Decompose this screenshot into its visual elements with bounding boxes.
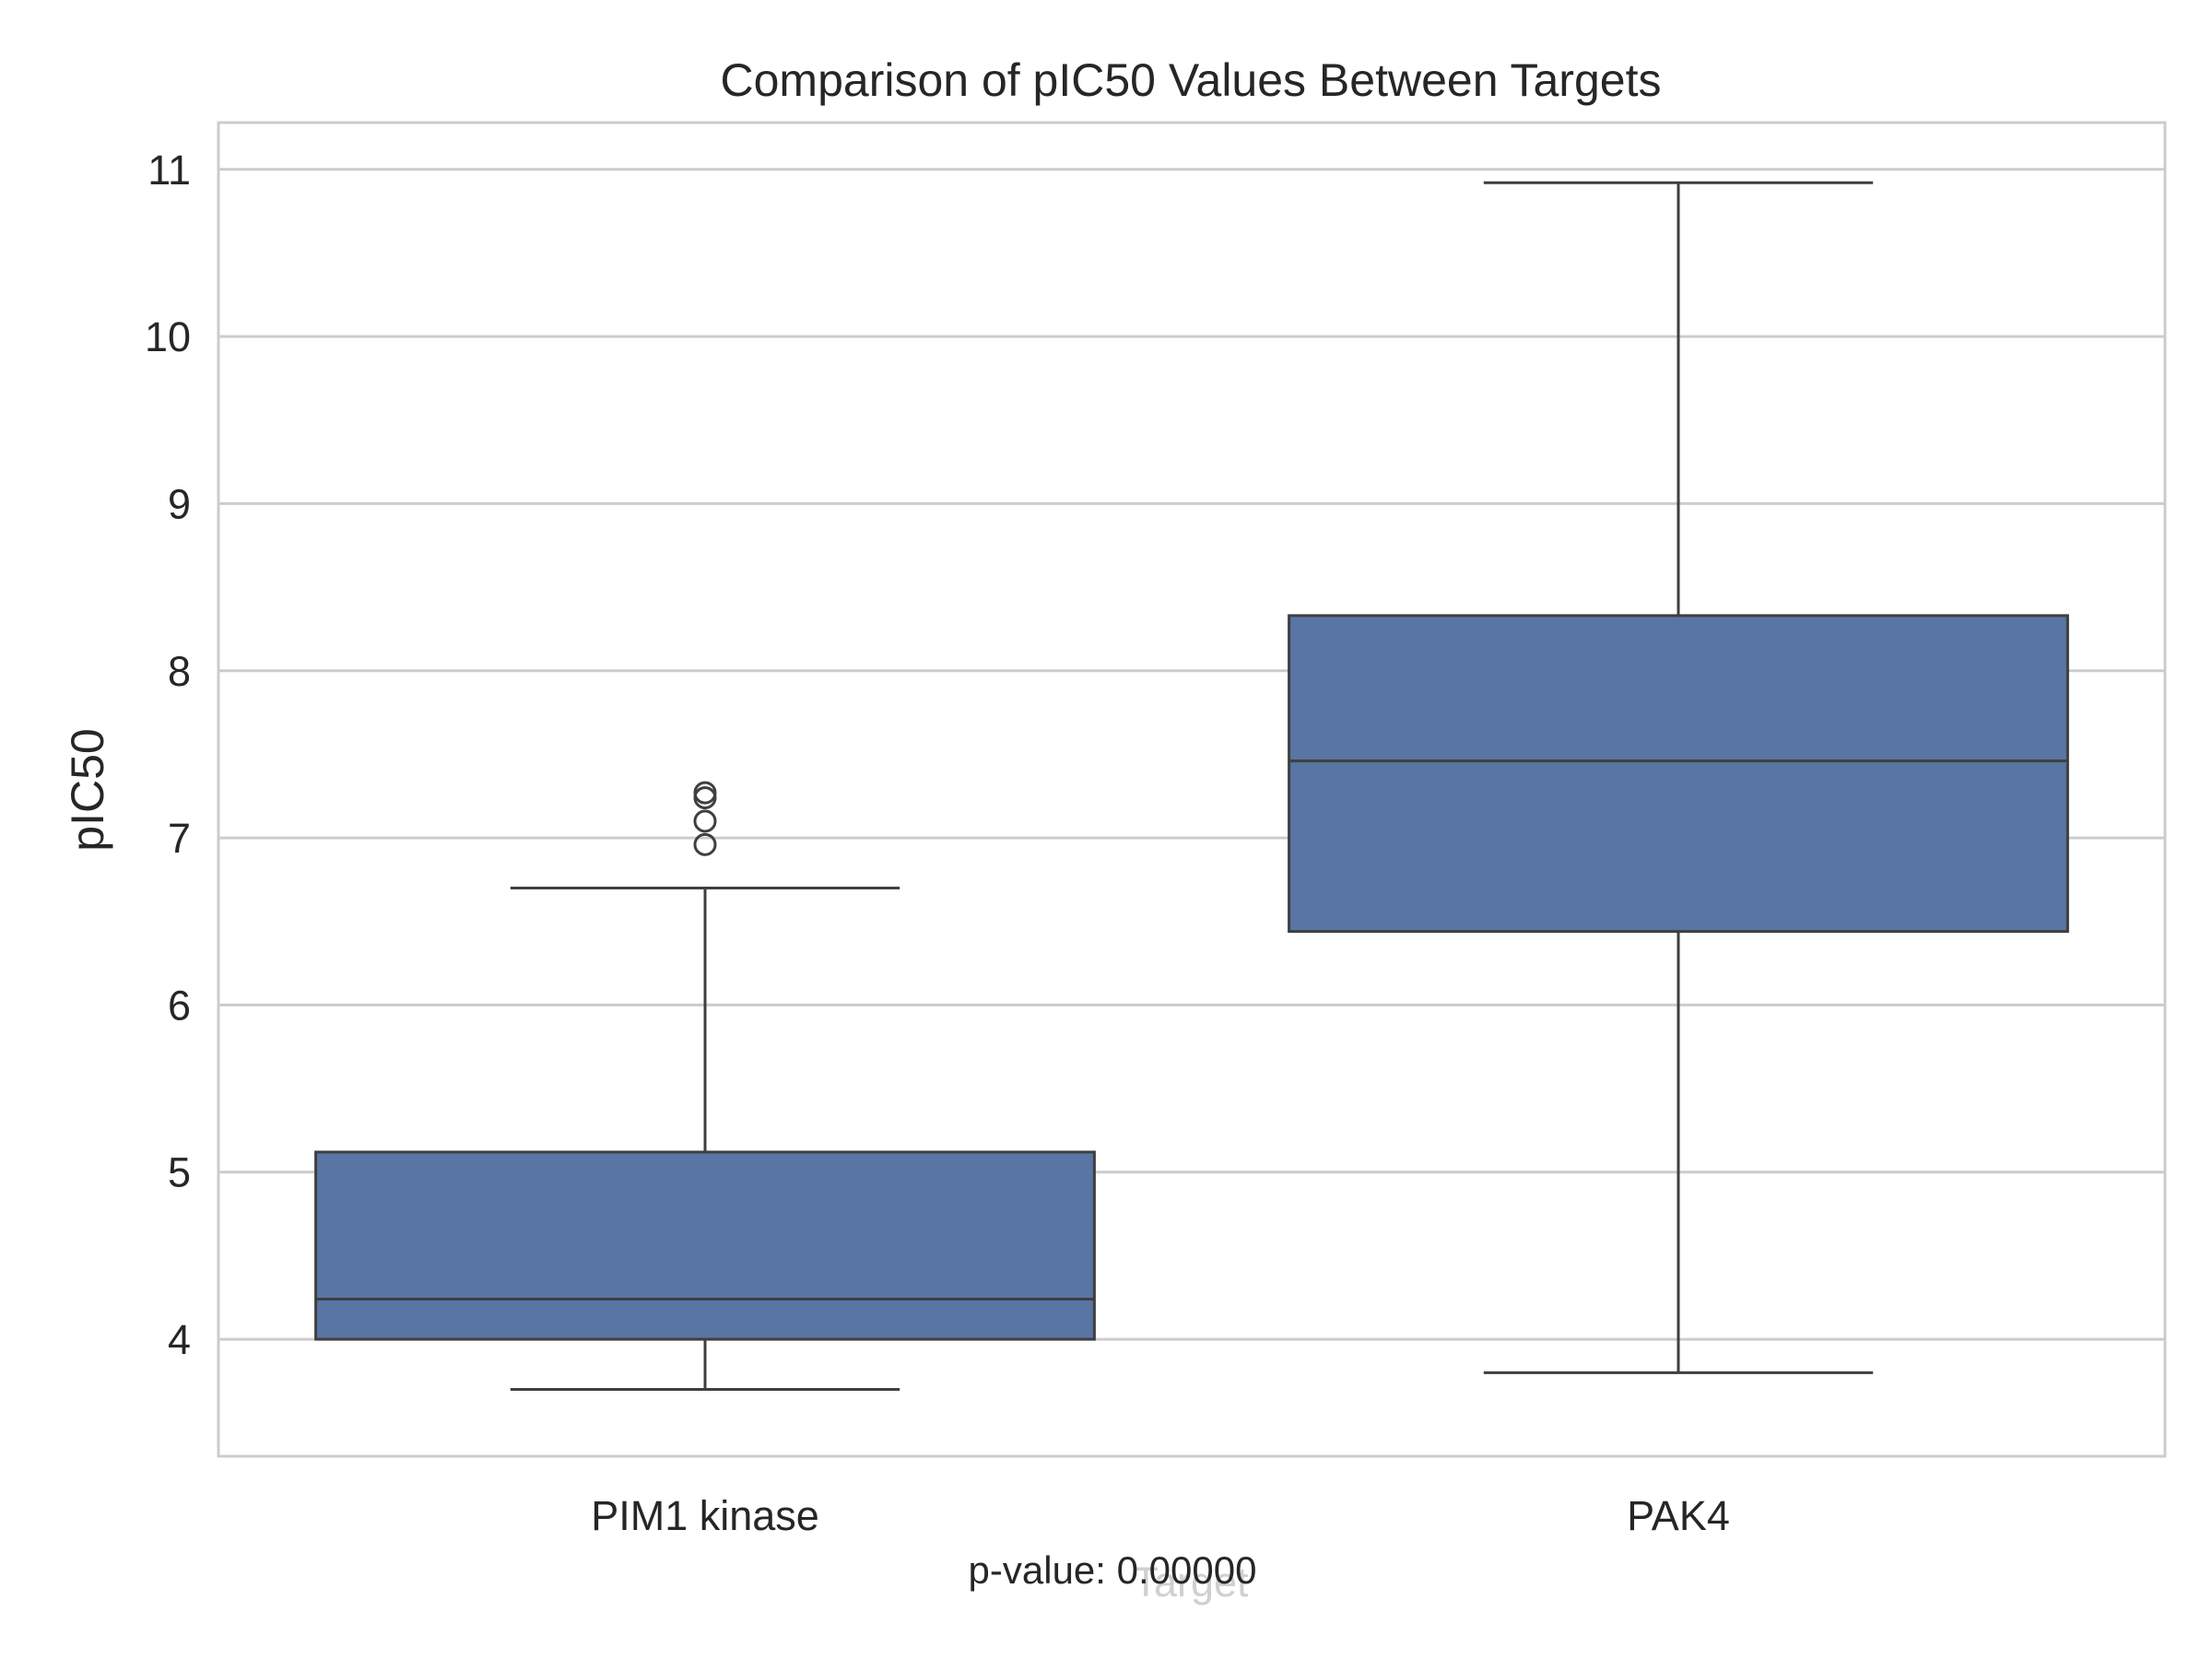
box-group-pim1-kinase	[314, 781, 1096, 1391]
outlier-point	[693, 832, 717, 856]
plot-frame	[217, 121, 2167, 1458]
chart-title: Comparison of pIC50 Values Between Targe…	[721, 54, 1662, 106]
iqr-box	[1288, 614, 2069, 934]
y-tick-label-9: 9	[168, 480, 191, 527]
y-tick-label-4: 4	[168, 1316, 191, 1363]
iqr-box	[314, 1150, 1096, 1341]
y-tick-label-5: 5	[168, 1149, 191, 1196]
box-group-pak4	[1288, 181, 2069, 1374]
x-axis-label: Target	[1133, 1559, 1249, 1606]
y-tick-label-11: 11	[147, 147, 191, 194]
y-axis-label: pIC50	[62, 728, 113, 851]
box-series	[314, 181, 2069, 1391]
outlier-point	[693, 809, 717, 833]
y-tick-label-8: 8	[168, 648, 191, 695]
y-tick-label-7: 7	[168, 815, 191, 862]
p-value-annotation: p-value: 0.00000	[969, 1548, 1257, 1592]
x-tick-label-pim1-kinase: PIM1 kinase	[591, 1492, 819, 1539]
y-tick-label-6: 6	[168, 982, 191, 1029]
outlier-point	[693, 786, 717, 810]
x-tick-label-pak4: PAK4	[1627, 1492, 1730, 1539]
outlier-point	[693, 781, 717, 805]
x-tick-labels: PIM1 kinase PAK4	[591, 1492, 1730, 1539]
y-tick-labels: 4 5 6 7 8 9 10 11	[145, 147, 191, 1363]
y-tick-label-10: 10	[145, 313, 191, 360]
